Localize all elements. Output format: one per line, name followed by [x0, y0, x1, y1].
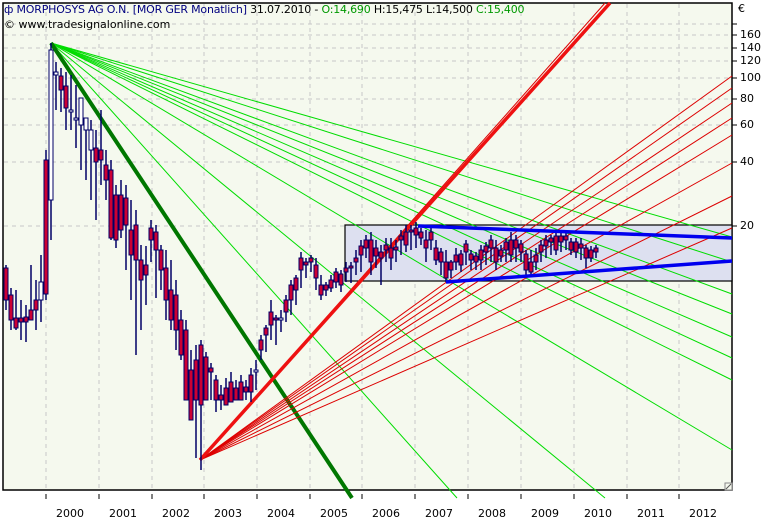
resize-handle-icon[interactable] [724, 482, 733, 491]
y-tick-label: 100 [740, 71, 761, 84]
x-tick-label: 2002 [162, 507, 190, 520]
x-tick-label: 2006 [372, 507, 400, 520]
candlesticks [3, 43, 599, 470]
y-tick-label: 160 [740, 28, 761, 41]
x-tick-label: 2007 [425, 507, 453, 520]
high-value: H:15,475 [373, 3, 423, 16]
x-tick-label: 2009 [531, 507, 559, 520]
open-value: O:14,690 [321, 3, 371, 16]
x-tick-label: 2005 [320, 507, 348, 520]
close-value: C:15,400 [476, 3, 525, 16]
chart-header: ф MORPHOSYS AG O.N. [MOR GER Monatlich] … [4, 3, 525, 16]
bar-date: 31.07.2010 [250, 3, 312, 16]
candlestick-icon: ф [4, 3, 14, 16]
red-fan-lines [199, 2, 733, 461]
x-tick-label: 2010 [584, 507, 612, 520]
x-tick-label: 2011 [637, 507, 665, 520]
separator: - [314, 3, 319, 16]
y-tick-label: 20 [740, 219, 754, 232]
copyright-text: © www.tradesignalonline.com [4, 18, 171, 31]
instrument-name: MORPHOSYS AG O.N. [MOR GER Monatlich] [16, 3, 247, 16]
y-tick-label: 80 [740, 92, 754, 105]
y-tick-label: 40 [740, 155, 754, 168]
y-tick-label: 60 [740, 118, 754, 131]
x-tick-label: 2003 [214, 507, 242, 520]
currency-label: € [738, 2, 745, 15]
x-tick-label: 2012 [689, 507, 717, 520]
y-tick-label: 120 [740, 54, 761, 67]
y-axis-ticks [732, 23, 737, 227]
x-tick-label: 2008 [478, 507, 506, 520]
low-value: L:14,500 [426, 3, 473, 16]
y-tick-label: 140 [740, 41, 761, 54]
x-tick-label: 2001 [109, 507, 137, 520]
x-tick-label: 2004 [267, 507, 295, 520]
x-axis-ticks [45, 494, 680, 499]
blue-channel [417, 224, 733, 284]
x-tick-label: 2000 [56, 507, 84, 520]
